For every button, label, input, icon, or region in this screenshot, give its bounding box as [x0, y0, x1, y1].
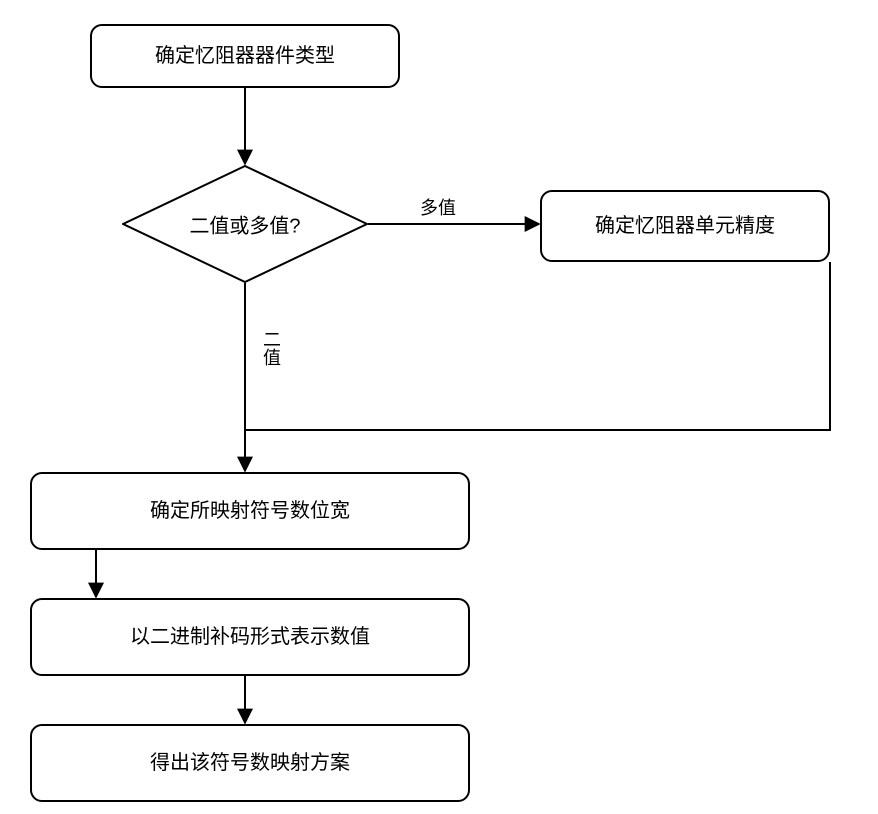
- decision-label: 二值或多值?: [189, 210, 300, 239]
- node-determine-bitwidth: 确定所映射符号数位宽: [30, 472, 470, 550]
- node-label: 确定忆阻器单元精度: [595, 213, 775, 239]
- node-twos-complement: 以二进制补码形式表示数值: [30, 598, 470, 676]
- node-label: 确定所映射符号数位宽: [150, 498, 350, 524]
- node-label: 以二进制补码形式表示数值: [130, 624, 370, 650]
- node-determine-device-type: 确定忆阻器器件类型: [90, 24, 400, 88]
- edge-label-multi: 多值: [420, 194, 456, 220]
- node-label: 得出该符号数映射方案: [150, 750, 350, 776]
- node-label: 确定忆阻器器件类型: [155, 43, 335, 69]
- node-determine-precision: 确定忆阻器单元精度: [540, 190, 830, 262]
- decision-binary-or-multi: 二值或多值?: [122, 165, 368, 283]
- node-mapping-scheme: 得出该符号数映射方案: [30, 724, 470, 802]
- edges-layer: [0, 0, 878, 814]
- edge-label-binary: 二值: [258, 330, 284, 366]
